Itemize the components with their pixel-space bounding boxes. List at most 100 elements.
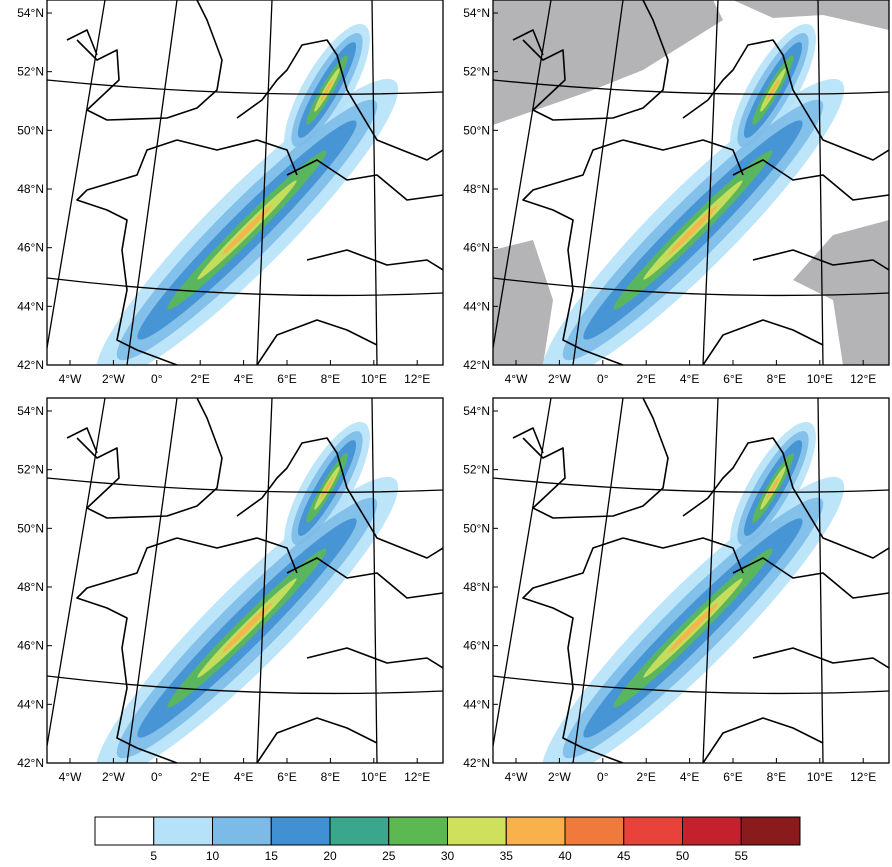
lat-label: 46°N <box>17 639 44 653</box>
lat-label: 54°N <box>17 6 44 20</box>
lat-label: 46°N <box>463 639 490 653</box>
lon-label: 2°W <box>548 372 571 386</box>
colorbar-box <box>505 816 566 846</box>
reflectivity-field <box>493 0 889 365</box>
lon-label: 4°W <box>59 770 82 784</box>
colorbar-label: 45 <box>617 849 631 862</box>
lat-label: 52°N <box>463 463 490 477</box>
lat-label: 48°N <box>17 580 44 594</box>
lon-label: 2°E <box>190 372 209 386</box>
echo <box>222 205 272 255</box>
lon-label: 12°E <box>850 372 876 386</box>
masked-area <box>493 240 553 365</box>
lat-label: 44°N <box>17 697 44 711</box>
colorbar-box <box>740 816 801 846</box>
colorbar-label: 35 <box>500 849 514 862</box>
map-panel: 54°N 52°N 50°N 48°N 46°N 44°N 42°N 4°W 2°W 0° 2°E 4… <box>17 397 444 784</box>
lon-label: 8°E <box>321 770 340 784</box>
lat-label: 52°N <box>463 65 490 79</box>
colorbar-label: 20 <box>323 849 337 862</box>
lon-label: 4°E <box>680 770 699 784</box>
lon-label: 10°E <box>361 770 387 784</box>
masked-area <box>793 220 889 365</box>
lat-label: 48°N <box>463 182 490 196</box>
lat-label: 52°N <box>17 463 44 477</box>
panel-frame <box>46 0 444 366</box>
lon-label: 2°W <box>102 770 125 784</box>
colorbar-box <box>388 816 448 846</box>
colorbar-box <box>447 816 507 846</box>
lat-label: 42°N <box>463 358 490 372</box>
lon-label: 10°E <box>361 372 387 386</box>
lon-label: 10°E <box>807 372 833 386</box>
lat-label: 50°N <box>17 123 44 137</box>
colorbar-box <box>564 816 625 846</box>
lat-label: 54°N <box>17 404 44 418</box>
lon-label: 4°E <box>680 372 699 386</box>
lon-label: 2°E <box>190 770 209 784</box>
panel-frame <box>492 0 890 366</box>
lon-label: 12°E <box>404 372 430 386</box>
lon-label: 2°E <box>636 372 655 386</box>
lon-label: 4°E <box>234 770 253 784</box>
lat-label: 42°N <box>17 756 44 770</box>
lon-label: 2°W <box>102 372 125 386</box>
echo <box>766 477 780 499</box>
echo <box>320 477 334 499</box>
lat-label: 50°N <box>463 521 490 535</box>
colorbar-box <box>329 816 390 846</box>
lon-label: 12°E <box>850 770 876 784</box>
lon-label: 6°E <box>723 770 742 784</box>
lat-label: 48°N <box>17 182 44 196</box>
echo <box>668 205 718 255</box>
colorbar: 5 10 15 20 25 30 35 40 45 50 55 <box>94 816 801 863</box>
colorbar-box <box>94 816 155 846</box>
colorbar-label: 5 <box>150 849 157 862</box>
lon-label: 8°E <box>321 372 340 386</box>
colorbar-label: 55 <box>735 849 749 862</box>
lat-label: 44°N <box>463 697 490 711</box>
echo <box>766 79 780 101</box>
colorbar-label: 50 <box>676 849 690 862</box>
lon-label: 8°E <box>767 770 786 784</box>
colorbar-box <box>623 816 683 846</box>
colorbar-box <box>270 816 331 846</box>
lon-label: 0° <box>597 770 609 784</box>
lat-label: 48°N <box>463 580 490 594</box>
lat-label: 46°N <box>17 241 44 255</box>
colorbar-label: 15 <box>265 849 279 862</box>
map-panel: 54°N 52°N 50°N 48°N 46°N 44°N 42°N 4°W 2°W 0° 2°E 4… <box>463 397 890 784</box>
map-panel: 54°N 52°N 50°N 48°N 46°N 44°N 42°N 4°W 2°W 0° 2°E 4… <box>463 0 890 386</box>
lat-label: 52°N <box>17 65 44 79</box>
lat-label: 50°N <box>463 123 490 137</box>
lon-label: 0° <box>597 372 609 386</box>
lat-label: 44°N <box>17 299 44 313</box>
echo <box>320 79 334 101</box>
lon-label: 12°E <box>404 770 430 784</box>
colorbar-box <box>153 816 213 846</box>
masked-area <box>733 0 889 30</box>
echo <box>668 603 718 653</box>
colorbar-box <box>212 816 272 846</box>
lat-label: 44°N <box>463 299 490 313</box>
lat-label: 54°N <box>463 6 490 20</box>
lon-label: 4°E <box>234 372 253 386</box>
panel-frame <box>492 397 890 764</box>
lat-label: 46°N <box>463 241 490 255</box>
reflectivity-field <box>541 421 845 763</box>
colorbar-box <box>682 816 742 846</box>
lon-label: 6°E <box>277 770 296 784</box>
lat-label: 54°N <box>463 404 490 418</box>
lon-label: 2°E <box>636 770 655 784</box>
lon-label: 10°E <box>807 770 833 784</box>
lat-label: 42°N <box>17 358 44 372</box>
lon-label: 4°W <box>505 770 528 784</box>
lat-label: 50°N <box>17 521 44 535</box>
lon-label: 0° <box>151 770 163 784</box>
panel-frame <box>46 397 444 764</box>
lon-label: 0° <box>151 372 163 386</box>
echo <box>222 603 272 653</box>
lon-label: 2°W <box>548 770 571 784</box>
lon-label: 6°E <box>723 372 742 386</box>
